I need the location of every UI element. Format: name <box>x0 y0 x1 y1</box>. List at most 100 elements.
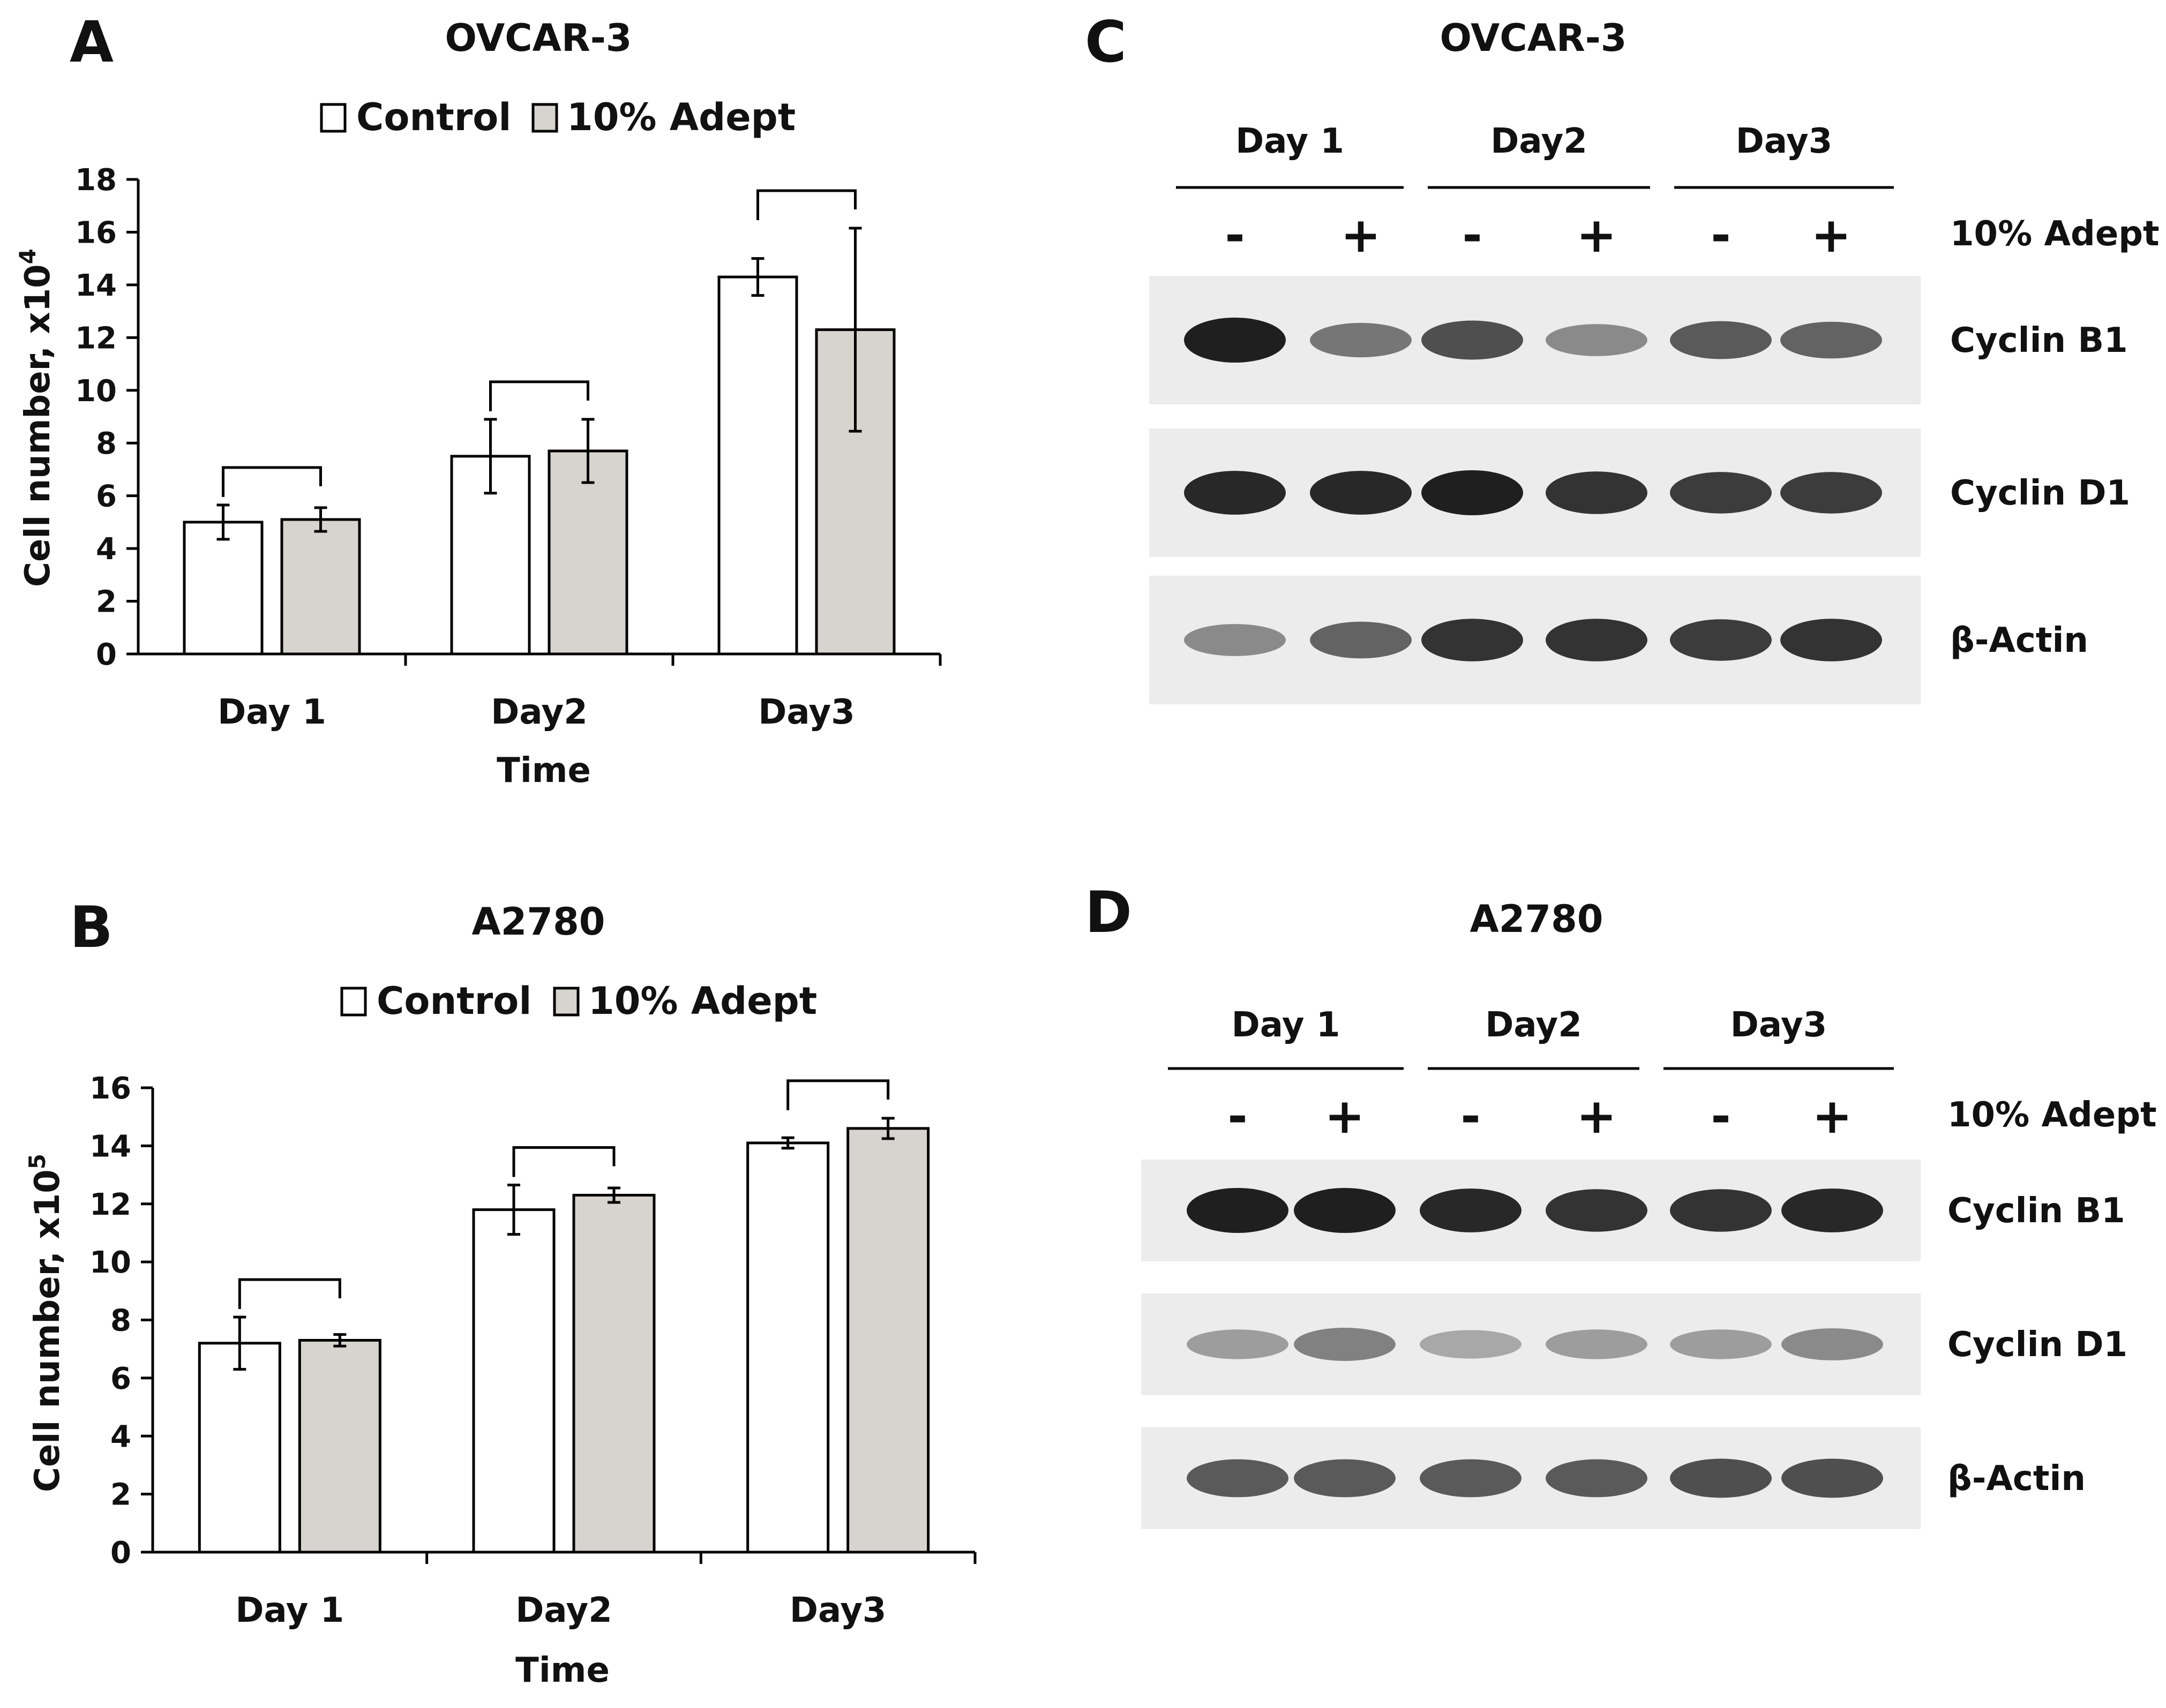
panel-b-letter: B <box>70 894 113 960</box>
lane-sign: - <box>1711 207 1730 264</box>
blot-row-label: Cyclin D1 <box>1950 473 2130 513</box>
legend-swatch-adept <box>553 987 580 1017</box>
lane-sign: + <box>1324 1088 1365 1145</box>
panel-d: D A2780 Day 1 Day2 Day3 - + - + - +10% Adept Cycl… <box>1085 879 2157 1529</box>
y-tick-label: 16 <box>89 1071 131 1106</box>
protein-band <box>1780 619 1882 661</box>
lane-sign: + <box>1576 207 1616 264</box>
legend-swatch-adept <box>531 103 558 133</box>
blot-group-label: Day 1 <box>1235 122 1344 161</box>
protein-band <box>1187 1459 1288 1498</box>
x-category-label: Day3 <box>790 1591 887 1630</box>
panel-c-western-blot: Day 1 Day2 Day3 - + - + - +10% Adept Cyclin B1 Cyc… <box>1149 122 2160 704</box>
protein-band <box>1294 1459 1396 1498</box>
legend-label-adept: 10% Adept <box>588 979 817 1023</box>
legend-label-control: Control <box>377 979 531 1023</box>
panel-b: B A2780 Control 10% Adept 0 2 4 6 8 10 12 14 16 D… <box>24 894 977 1690</box>
y-tick-label: 8 <box>96 426 117 461</box>
legend-label-adept: 10% Adept <box>567 95 796 139</box>
legend-swatch-control <box>320 103 347 133</box>
bar-control <box>472 1208 556 1554</box>
protein-band <box>1420 1188 1522 1232</box>
panel-d-letter: D <box>1085 879 1132 945</box>
protein-band <box>1294 1188 1396 1233</box>
protein-band <box>1780 472 1882 514</box>
y-tick-label: 8 <box>110 1304 131 1338</box>
y-tick-label: 6 <box>110 1361 131 1396</box>
protein-band <box>1187 1188 1288 1233</box>
bar-control <box>198 1342 281 1554</box>
blot-row-label: Cyclin D1 <box>1947 1325 2127 1365</box>
comparison-bracket <box>756 189 857 221</box>
legend-swatch-control <box>340 987 367 1017</box>
protein-band <box>1184 624 1286 656</box>
panel-a: A OVCAR-3 Control 10% Adept 0 2 4 6 8 10 12 14 1… <box>14 9 942 791</box>
blot-group-label: Day3 <box>1730 1005 1827 1045</box>
lane-sign: - <box>1225 207 1245 264</box>
protein-band <box>1670 1458 1772 1498</box>
x-category-label: Day2 <box>515 1591 612 1630</box>
y-tick-label: 12 <box>75 321 117 356</box>
protein-band <box>1420 1459 1522 1498</box>
protein-band <box>1421 619 1523 661</box>
panel-c-letter: C <box>1085 9 1127 75</box>
panel-a-title: OVCAR-3 <box>445 16 632 60</box>
bar-control <box>746 1141 830 1554</box>
protein-band <box>1421 320 1523 360</box>
protein-band <box>1546 471 1647 514</box>
protein-band <box>1781 1328 1883 1360</box>
x-category-label: Day2 <box>491 693 588 732</box>
y-tick-label: 16 <box>75 215 117 250</box>
y-tick-label: 4 <box>110 1419 131 1454</box>
protein-band <box>1546 1459 1647 1498</box>
comparison-bracket <box>238 1278 341 1310</box>
protein-band <box>1780 321 1882 359</box>
protein-band <box>1546 619 1647 661</box>
panel-a-legend: Control 10% Adept <box>320 95 796 139</box>
panel-d-title: A2780 <box>1470 897 1603 941</box>
panel-c: C OVCAR-3 Day 1 Day2 Day3 - + - + - +10% Adept Cy… <box>1085 9 2160 704</box>
lane-sign: + <box>1340 207 1381 264</box>
y-tick-label: 18 <box>75 163 117 198</box>
blot-group-label: Day2 <box>1490 122 1587 161</box>
panel-a-x-axis-label: Time <box>497 751 591 791</box>
blot-group-label: Day3 <box>1736 122 1833 161</box>
protein-band <box>1294 1328 1396 1361</box>
y-tick-label: 6 <box>96 479 117 514</box>
bar-adept <box>280 518 361 656</box>
y-tick-label: 12 <box>89 1187 131 1222</box>
protein-band <box>1184 471 1286 515</box>
lane-sign: - <box>1711 1088 1730 1145</box>
protein-band <box>1670 472 1772 514</box>
lane-sign: + <box>1811 207 1851 264</box>
panel-b-chart: 0 2 4 6 8 10 12 14 16 Day 1 Day2 Day3 <box>89 1071 977 1630</box>
lane-sign: + <box>1576 1088 1616 1145</box>
lane-sign: - <box>1227 1088 1247 1145</box>
x-category-label: Day 1 <box>235 1591 344 1630</box>
protein-band <box>1546 324 1647 356</box>
bar-adept <box>572 1193 656 1554</box>
y-tick-label: 14 <box>89 1129 131 1164</box>
protein-band <box>1670 321 1772 359</box>
panel-a-letter: A <box>70 9 114 75</box>
bar-adept <box>548 449 628 656</box>
y-tick-label: 0 <box>110 1536 131 1570</box>
blot-group-label: Day 1 <box>1232 1005 1340 1045</box>
blot-row-label: β-Actin <box>1950 621 2088 660</box>
protein-band <box>1670 1189 1772 1232</box>
lane-sign: + <box>1812 1088 1852 1145</box>
comparison-bracket <box>786 1079 890 1110</box>
panel-b-title: A2780 <box>472 900 605 944</box>
bar-adept <box>298 1338 381 1554</box>
y-tick-label: 14 <box>75 268 117 303</box>
y-tick-label: 10 <box>89 1245 131 1280</box>
lane-sign: - <box>1460 1088 1480 1145</box>
blot-row-label: Cyclin B1 <box>1947 1191 2125 1231</box>
protein-band <box>1187 1329 1288 1359</box>
panel-a-chart: 0 2 4 6 8 10 12 14 16 18 Day 1 Day2 Day3 <box>75 163 942 732</box>
protein-band <box>1421 470 1523 515</box>
protein-band <box>1310 471 1412 515</box>
y-tick-label: 2 <box>110 1478 131 1513</box>
protein-band <box>1420 1330 1522 1359</box>
